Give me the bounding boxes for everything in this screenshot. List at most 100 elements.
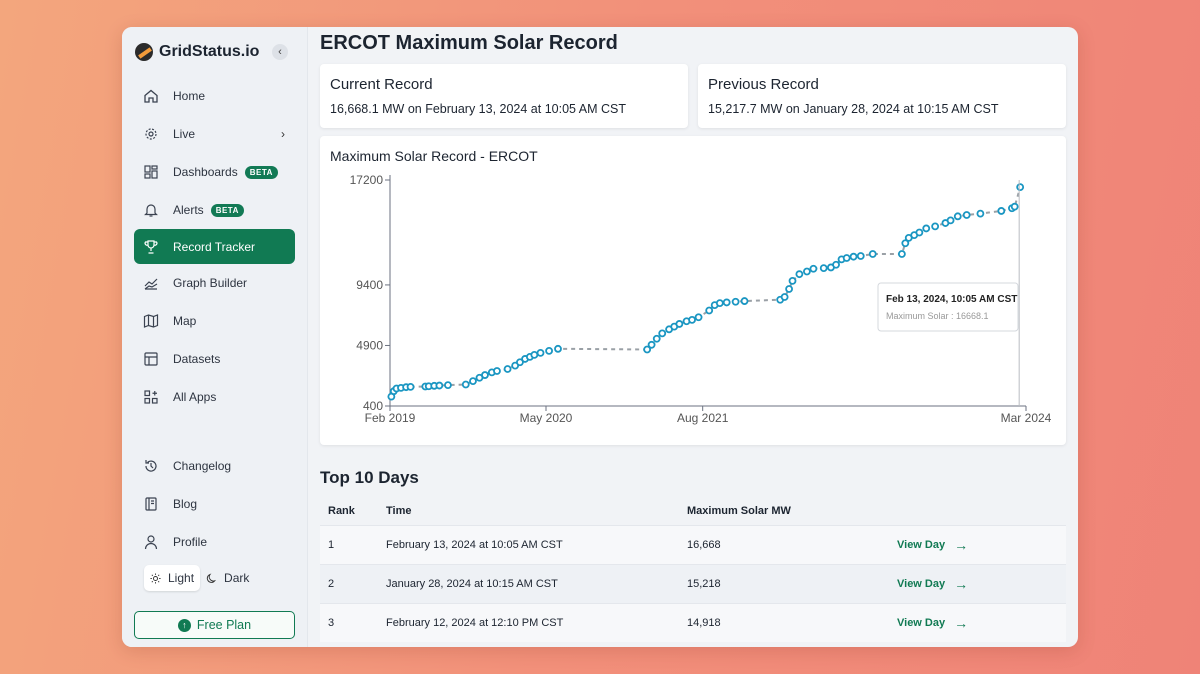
y-tick-label: 4900 [356,338,383,352]
user-icon [144,535,158,550]
mw-cell: 15,218 [687,563,897,603]
data-point [694,313,703,322]
sidebar-item-blog[interactable]: Blog [134,485,295,523]
app-window: GridStatus.io ‹ Home Live › Dashboards B… [122,27,1078,647]
data-point [997,207,1006,215]
data-point [643,345,652,354]
table-row: 3 February 12, 2024 at 12:10 PM CST 14,9… [320,602,1066,642]
current-record-text: 16,668.1 MW on February 13, 2024 at 10:0… [330,102,626,116]
sidebar-item-datasets[interactable]: Datasets [134,340,295,378]
theme-light-label: Light [168,571,195,585]
data-point [530,350,539,359]
sidebar-item-graph-builder[interactable]: Graph Builder [134,264,295,302]
data-point [856,252,865,260]
data-point [901,239,910,248]
free-plan-label: Free Plan [196,618,252,632]
data-point [868,250,877,258]
sidebar-item-label: Graph Builder [173,276,248,290]
current-record-card: Current Record 16,668.1 MW on February 1… [320,64,688,128]
data-point [946,216,955,225]
data-point [931,222,940,231]
free-plan-button[interactable]: ↑ Free Plan [134,611,295,639]
theme-light-button[interactable]: Light [144,565,201,591]
brand-name: GridStatus.io [159,43,260,60]
data-point [469,377,477,386]
data-point [962,211,971,219]
sidebar-item-alerts[interactable]: Alerts BETA [134,191,295,229]
book-icon [145,497,157,511]
time-cell: February 12, 2024 at 12:10 PM CST [386,602,687,642]
view-day-label: View Day [897,616,946,629]
y-tick-label: 9400 [356,278,383,292]
time-cell: February 13, 2024 at 10:05 AM CST [386,524,687,564]
sidebar-item-dashboards[interactable]: Dashboards BETA [134,153,295,191]
data-point [536,348,545,357]
data-point [849,252,858,261]
theme-dark-button[interactable]: Dark [200,565,255,591]
sidebar-item-profile[interactable]: Profile [134,523,295,561]
data-point [842,254,851,262]
data-point [832,260,840,269]
data-point [785,285,793,293]
brand[interactable]: GridStatus.io [135,43,259,61]
tooltip-box [877,282,1019,332]
theme-dark-label: Dark [224,571,250,585]
gridstatus-logo-icon [135,43,153,61]
data-point [722,298,731,307]
sidebar-item-label: Home [173,89,206,103]
data-point [481,371,489,379]
data-point [731,297,740,306]
data-point [915,228,924,237]
data-point [435,381,444,390]
data-point [503,365,512,373]
sidebar-item-label: Map [173,314,197,328]
sidebar-item-all-apps[interactable]: All Apps [134,378,295,416]
data-point [795,270,804,279]
sidebar-item-label: Live [173,127,196,141]
view-day-link[interactable]: View Day → [897,576,968,592]
data-point [788,276,797,285]
data-point [652,334,661,343]
sidebar-item-record-tracker[interactable]: Record Tracker [134,229,295,264]
sidebar-bottom-nav: Changelog Blog Profile [134,447,295,561]
header-mw: Maximum Solar MW [687,505,791,518]
x-tick-label: May 2020 [520,411,573,425]
top-days-title: Top 10 Days [320,468,419,487]
table-row: 2 January 28, 2024 at 10:15 AM CST 15,21… [320,563,1066,603]
sidebar-item-label: Dashboards [173,165,238,179]
view-day-link[interactable]: View Day → [897,615,968,631]
data-point [953,212,962,221]
data-point [545,346,553,355]
sidebar-item-map[interactable]: Map [134,302,295,340]
rank-cell: 3 [320,602,386,642]
arrow-up-icon: ↑ [177,618,191,632]
x-tick-label: Mar 2024 [1001,411,1052,425]
data-point [740,297,749,305]
sidebar: GridStatus.io ‹ Home Live › Dashboards B… [122,27,308,647]
sidebar-item-label: All Apps [173,390,217,404]
rank-cell: 1 [320,524,386,564]
sun-icon [150,572,161,584]
action-cell: View Day → [897,524,1066,564]
chevron-left-icon[interactable]: ‹ [272,44,288,60]
map-icon [143,314,159,328]
sidebar-item-changelog[interactable]: Changelog [134,447,295,485]
table-header-row: Rank Time Maximum Solar MW [320,498,1066,525]
time-cell: January 28, 2024 at 10:15 AM CST [386,563,687,603]
sidebar-item-live[interactable]: Live › [134,115,295,153]
data-point [406,382,415,391]
theme-switcher: Light Dark [144,565,255,591]
sidebar-item-home[interactable]: Home [134,77,295,115]
data-point [715,299,724,307]
header-time: Time [386,505,412,518]
chevron-right-icon: › [281,127,285,141]
data-point [809,264,818,273]
data-point [647,340,656,349]
view-day-link[interactable]: View Day → [897,537,968,553]
y-tick-label: 17200 [350,173,384,187]
live-icon [145,128,157,140]
data-point [922,224,931,233]
changelog-icon [145,460,157,472]
action-cell: View Day → [897,563,1066,603]
